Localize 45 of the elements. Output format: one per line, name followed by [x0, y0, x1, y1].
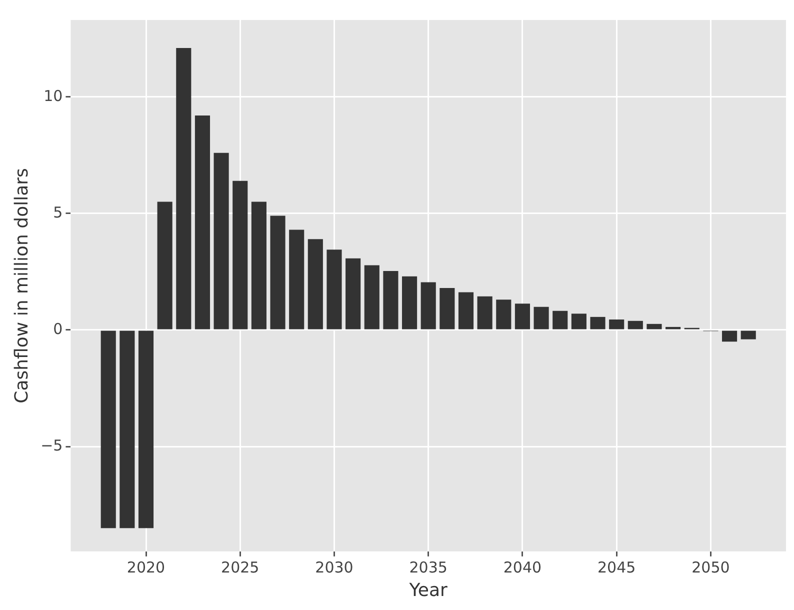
y-axis-title: Cashflow in million dollars [11, 168, 32, 404]
x-tick-label: 2025 [221, 558, 260, 576]
bar [364, 265, 380, 330]
bar [194, 116, 210, 330]
bar [232, 180, 248, 330]
x-tick-label: 2035 [409, 558, 448, 576]
bar [646, 324, 662, 330]
bar [571, 314, 586, 330]
bar [157, 202, 172, 330]
bar [420, 282, 436, 330]
bar [552, 310, 568, 330]
bar [514, 304, 530, 330]
bar [402, 276, 418, 330]
bar [722, 330, 738, 342]
bar [120, 330, 135, 528]
bar [138, 330, 154, 528]
bar [214, 152, 229, 330]
x-tick-label: 2045 [597, 558, 636, 576]
bar [609, 319, 624, 330]
x-tick-label: 2050 [692, 558, 730, 576]
bar [740, 330, 756, 340]
bar [440, 288, 455, 330]
x-tick-label: 2020 [126, 558, 166, 576]
bar [496, 300, 512, 330]
y-tick-label: 5 [53, 203, 63, 222]
bar [346, 258, 361, 330]
bar [251, 202, 266, 330]
y-tick-label: −5 [40, 436, 63, 454]
x-tick-label: 2040 [503, 558, 542, 576]
bar [289, 230, 304, 330]
bar [458, 292, 474, 330]
bar [628, 320, 643, 330]
bar [176, 48, 192, 330]
bar [270, 216, 286, 330]
x-tick-label: 2030 [315, 558, 354, 576]
bar [100, 330, 116, 528]
bar [308, 239, 323, 330]
bar [383, 271, 398, 330]
y-tick-label: 10 [44, 86, 63, 105]
x-axis-title: Year [408, 580, 448, 601]
bar [534, 306, 549, 330]
y-tick-label: 0 [53, 320, 63, 338]
bar [477, 296, 492, 330]
bar [590, 316, 606, 330]
bar [326, 250, 342, 330]
